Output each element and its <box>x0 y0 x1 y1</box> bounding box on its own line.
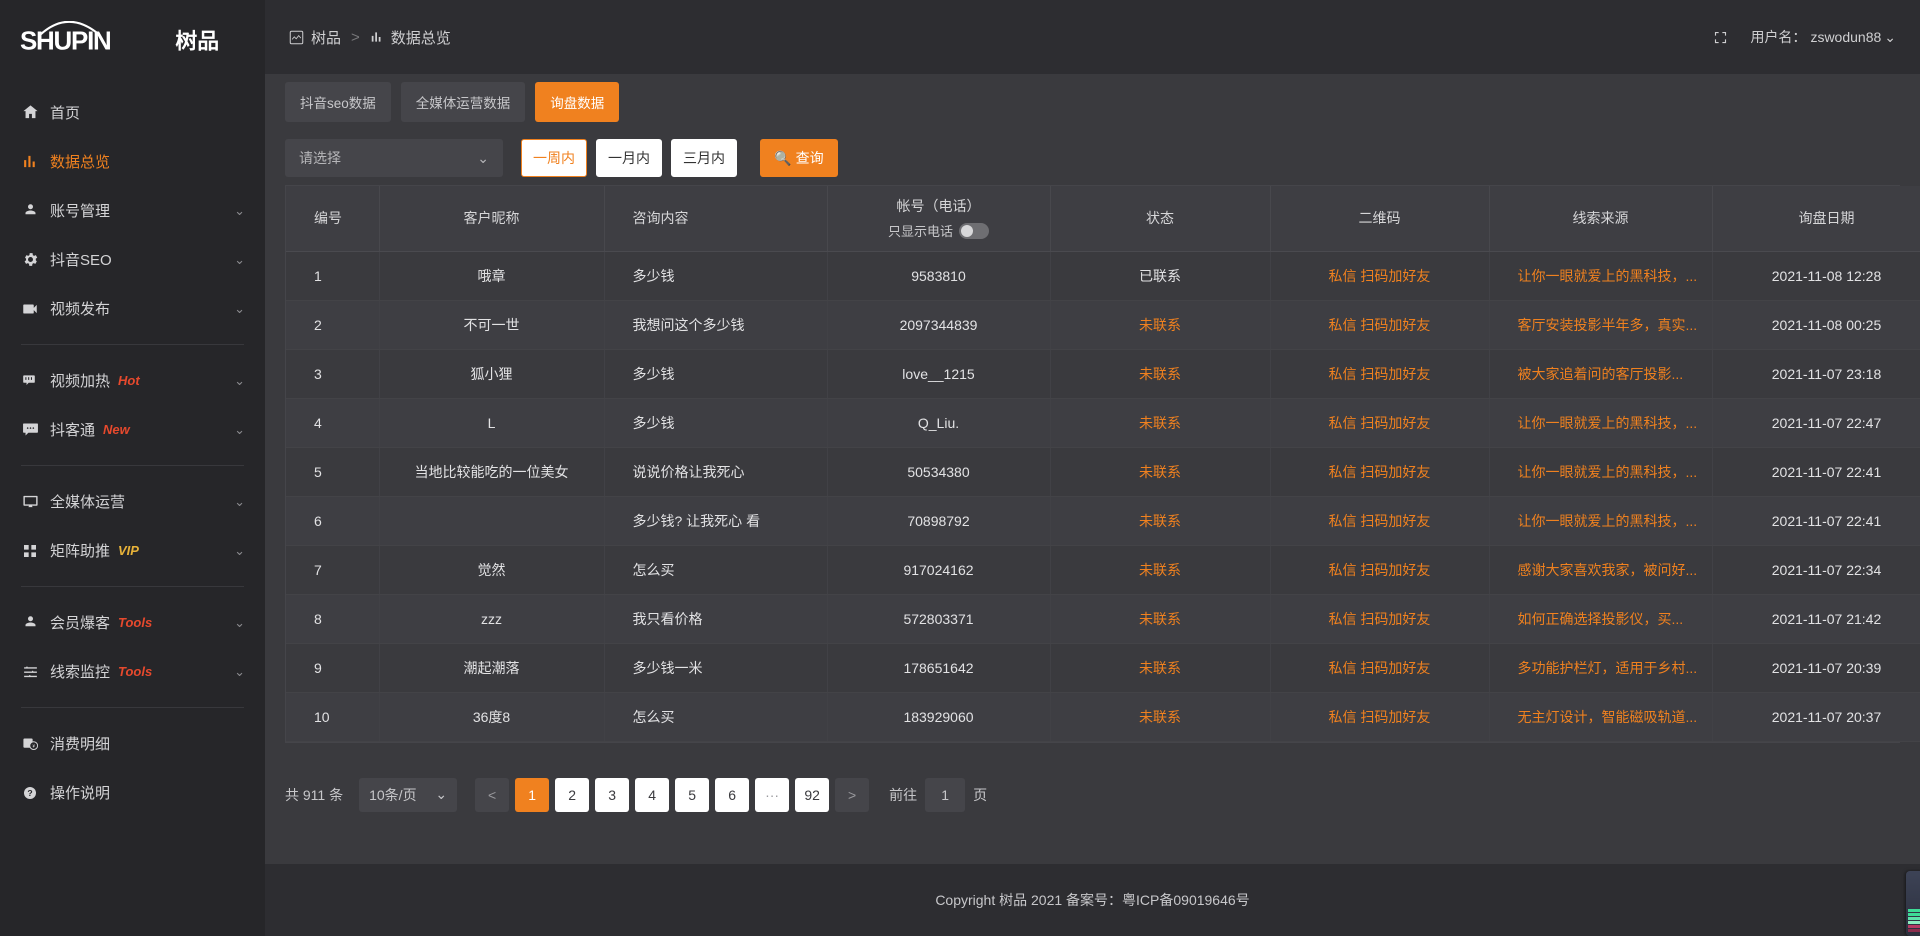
svg-text:?: ? <box>27 788 32 798</box>
svg-text:树品: 树品 <box>175 28 219 53</box>
svg-text:SHUPIN: SHUPIN <box>20 27 111 55</box>
